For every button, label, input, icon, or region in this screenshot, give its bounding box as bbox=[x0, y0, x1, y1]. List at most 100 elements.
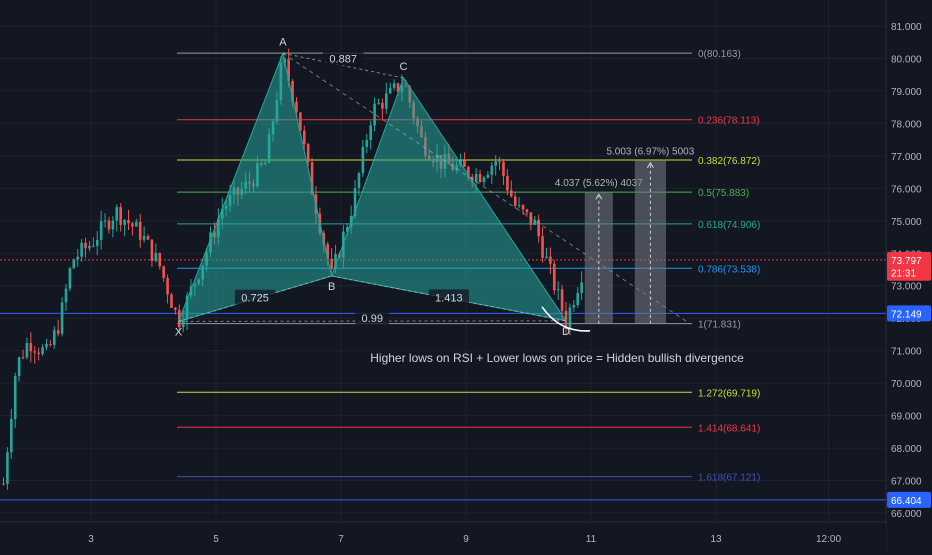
candle-body bbox=[545, 256, 548, 258]
price-marker-badge bbox=[887, 251, 931, 268]
projection-box: 4.037 (5.62%) 4037 bbox=[555, 178, 643, 324]
candle-body bbox=[95, 239, 99, 246]
candle-body bbox=[302, 130, 306, 145]
candle-body bbox=[10, 418, 13, 453]
candle-body bbox=[142, 236, 146, 240]
projection-rect bbox=[634, 160, 666, 324]
y-tick-label: 78.000 bbox=[891, 119, 922, 130]
price-marker-badge bbox=[887, 491, 931, 508]
candle-body bbox=[127, 220, 130, 224]
candle-body bbox=[396, 83, 400, 92]
candle-body bbox=[306, 144, 310, 163]
candle-body bbox=[521, 205, 525, 210]
y-tick-label: 68.000 bbox=[891, 444, 922, 455]
grid-lines bbox=[0, 0, 886, 522]
candle-body bbox=[103, 220, 107, 222]
fib-level-label: 0(80.163) bbox=[698, 49, 741, 60]
candle-body bbox=[463, 160, 466, 167]
candle-body bbox=[549, 256, 552, 264]
candle-body bbox=[388, 87, 392, 94]
candle-body bbox=[513, 196, 517, 206]
candle-body bbox=[123, 220, 126, 225]
candle-body bbox=[517, 205, 521, 207]
price-markers: 73.797 21:31 72.149 66.404 bbox=[887, 251, 931, 508]
candle-body bbox=[150, 239, 154, 261]
candle-body bbox=[92, 245, 95, 247]
price-marker-badge bbox=[887, 305, 931, 322]
fib-level-label: 0.5(75.883) bbox=[698, 188, 749, 199]
candle-body bbox=[6, 452, 9, 484]
candle-body bbox=[25, 342, 29, 358]
candle-body bbox=[381, 102, 384, 109]
candle-body bbox=[13, 375, 17, 419]
y-tick-label: 75.000 bbox=[891, 217, 922, 228]
candle-body bbox=[111, 220, 115, 230]
y-tick-label: 77.000 bbox=[891, 152, 922, 163]
price-marker-label: 66.404 bbox=[891, 496, 922, 507]
pattern-point-label: A bbox=[279, 36, 287, 48]
ratio-label: 1.413 bbox=[435, 292, 463, 304]
candle-body bbox=[541, 236, 544, 258]
candle-body bbox=[107, 220, 111, 230]
x-tick-label: 11 bbox=[586, 534, 597, 545]
y-tick-label: 69.000 bbox=[891, 412, 922, 423]
candle-body bbox=[287, 58, 290, 81]
y-tick-label: 79.000 bbox=[891, 87, 922, 98]
candle-body bbox=[119, 207, 122, 225]
candle-body bbox=[580, 282, 583, 293]
y-tick-label: 71.000 bbox=[891, 347, 922, 358]
projection-label: 4.037 (5.62%) 4037 bbox=[555, 178, 643, 189]
candle-body bbox=[576, 292, 580, 306]
fib-level-label: 1.618(67.121) bbox=[698, 473, 760, 484]
ratio-label-bg bbox=[428, 289, 470, 305]
price-marker-label: 21:31 bbox=[891, 269, 916, 280]
x-tick-label: 5 bbox=[213, 534, 219, 545]
candle-body bbox=[84, 242, 87, 249]
fib-level-label: 0.786(73.538) bbox=[698, 264, 760, 275]
candle-body bbox=[135, 221, 138, 227]
y-tick-label: 67.000 bbox=[891, 477, 922, 488]
projection-arrowhead bbox=[646, 161, 654, 168]
candle-body bbox=[37, 352, 40, 355]
y-tick-label: 66.000 bbox=[891, 509, 922, 520]
candle-body bbox=[166, 277, 169, 295]
candle-body bbox=[72, 259, 76, 269]
candle-body bbox=[80, 242, 83, 257]
candle-body bbox=[494, 161, 497, 166]
candle-body bbox=[369, 125, 372, 141]
projection-label: 5.003 (6.97%) 5003 bbox=[606, 147, 694, 158]
candle-body bbox=[146, 236, 150, 240]
candle-body bbox=[299, 112, 302, 131]
pattern-point-label: C bbox=[400, 61, 408, 73]
x-axis-panel bbox=[0, 522, 886, 550]
ratio-label: 0.887 bbox=[329, 54, 357, 66]
candle-body bbox=[76, 256, 80, 260]
x-tick-label: 3 bbox=[88, 534, 94, 545]
candle-body bbox=[29, 342, 33, 352]
candle-body bbox=[154, 253, 158, 261]
candle-body bbox=[115, 207, 119, 221]
y-tick-label: 80.000 bbox=[891, 54, 922, 65]
y-tick-label: 76.000 bbox=[891, 184, 922, 195]
d-point-curve bbox=[541, 306, 591, 332]
y-tick-label: 81.000 bbox=[891, 22, 922, 33]
candle-body bbox=[33, 351, 37, 353]
candle-body bbox=[21, 357, 25, 359]
candle-body bbox=[52, 330, 56, 345]
x-axis-ticks: 3 5 7 9 11 13 12:00 bbox=[88, 534, 841, 545]
candle-body bbox=[385, 93, 388, 109]
candle-body bbox=[498, 161, 501, 163]
candle-body bbox=[41, 347, 44, 355]
candle-body bbox=[345, 227, 349, 232]
candle-body bbox=[56, 330, 60, 334]
candle-body bbox=[68, 268, 72, 289]
fib-level-label: 1(71.831) bbox=[698, 320, 741, 331]
diagonal-trendline bbox=[282, 52, 691, 325]
candle-body bbox=[353, 188, 357, 216]
candle-body bbox=[525, 209, 529, 213]
projection-arrowhead bbox=[595, 193, 603, 200]
candle-body bbox=[138, 221, 142, 240]
candle-body bbox=[310, 162, 314, 195]
